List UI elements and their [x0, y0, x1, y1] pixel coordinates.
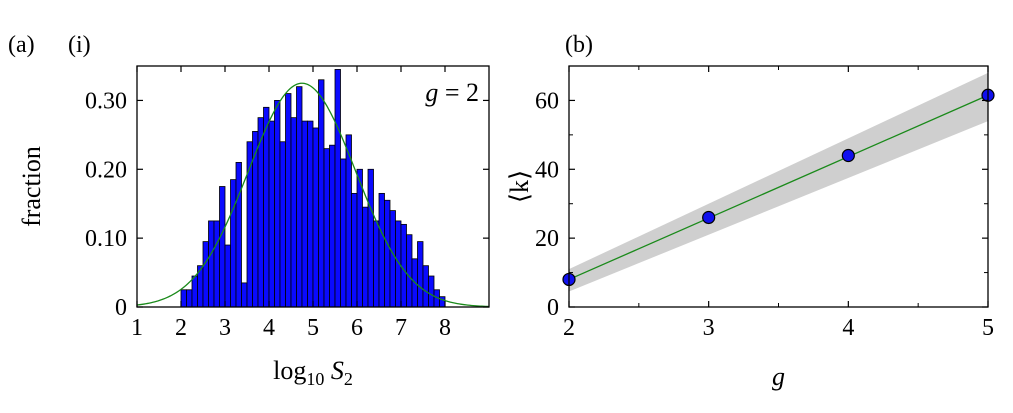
histogram-bar — [389, 210, 396, 308]
histogram-bar — [351, 192, 358, 308]
histogram-bar — [345, 134, 352, 308]
annotation-g-equals-2: g = 2 — [425, 78, 479, 107]
y-axis-title-b: ⟨k⟩ — [505, 170, 534, 203]
y-axis-title-a: fraction — [17, 146, 46, 227]
histogram-bar — [367, 168, 374, 308]
scatter-chart: 2 3 4 5 0 20 40 60 g ⟨k⟩ — [505, 65, 995, 391]
x-axis-title-a: log10 S2 — [273, 356, 353, 389]
histogram-bar — [323, 148, 330, 308]
histogram-bar — [362, 206, 369, 308]
histogram-bar — [301, 120, 308, 308]
x-tick-label: 5 — [982, 315, 994, 341]
histogram-bar — [307, 120, 314, 308]
histogram-bar — [263, 106, 270, 308]
histogram-bar — [373, 220, 380, 308]
histogram-bar — [417, 241, 424, 308]
histogram-bar — [329, 144, 336, 308]
x-tick-label: 2 — [563, 315, 575, 341]
histogram-bar — [356, 168, 363, 308]
x-tick-label: 1 — [131, 315, 143, 341]
histogram-bar — [224, 244, 231, 308]
x-tick-label: 2 — [175, 315, 187, 341]
histogram-bar — [285, 93, 292, 308]
histogram-bar — [400, 223, 407, 308]
histogram-bar — [202, 241, 209, 308]
histogram-bar — [208, 220, 215, 308]
x-tick-label: 4 — [263, 315, 275, 341]
histogram-bar — [274, 100, 281, 308]
histogram-bar — [312, 127, 319, 308]
histogram-bar — [334, 69, 341, 308]
histogram-bar — [406, 234, 413, 308]
panel-b-label: (b) — [565, 32, 593, 58]
histogram-bar — [422, 265, 429, 308]
data-point — [702, 210, 716, 225]
histogram-bar — [318, 79, 325, 308]
histogram-bar — [191, 275, 198, 308]
y-tick-label: 40 — [535, 157, 559, 183]
confidence-band — [569, 72, 988, 292]
histogram-chart: 1 2 3 4 5 6 7 8 0 0.10 0.20 0.30 g = 2 log10 S2 fra… — [17, 65, 490, 389]
histogram-bar — [180, 289, 187, 308]
histogram-bars — [180, 69, 446, 308]
data-point — [841, 148, 855, 163]
y-tick-label: 0.20 — [85, 157, 127, 183]
axis-ticks-a: 1 2 3 4 5 6 7 8 0 0.10 0.20 0.30 — [85, 66, 489, 341]
fit-line — [568, 94, 989, 281]
gaussian-fit-curve — [136, 82, 490, 308]
histogram-bar — [268, 120, 275, 308]
histogram-bar — [296, 86, 303, 308]
y-tick-label: 0.30 — [85, 88, 127, 114]
y-tick-label: 0.10 — [85, 226, 127, 252]
histogram-bar — [219, 186, 226, 308]
histogram-bar — [230, 179, 237, 308]
x-tick-label: 3 — [219, 315, 231, 341]
histogram-bar — [428, 275, 435, 308]
x-tick-label: 7 — [395, 315, 407, 341]
y-tick-label: 60 — [535, 88, 559, 114]
y-tick-label: 0 — [115, 295, 127, 321]
y-tick-label: 0 — [547, 295, 559, 321]
x-tick-label: 8 — [439, 315, 451, 341]
y-tick-label: 20 — [535, 226, 559, 252]
x-tick-label: 6 — [351, 315, 363, 341]
histogram-bar — [384, 199, 391, 308]
x-tick-label: 5 — [307, 315, 319, 341]
histogram-bar — [340, 158, 347, 308]
x-tick-label: 4 — [842, 315, 854, 341]
histogram-bar — [235, 161, 242, 308]
panel-a-sub-label: (i) — [68, 32, 91, 58]
axis-ticks-b: 2 3 4 5 0 20 40 60 — [535, 66, 994, 341]
panel-a-label: (a) — [8, 32, 35, 58]
histogram-bar — [290, 117, 297, 308]
histogram-bar — [378, 192, 385, 308]
histogram-bar — [279, 141, 286, 308]
histogram-bar — [186, 289, 193, 308]
histogram-bar — [213, 220, 220, 308]
x-axis-title-b: g — [772, 362, 785, 391]
x-tick-label: 3 — [703, 315, 715, 341]
histogram-bar — [241, 282, 248, 308]
